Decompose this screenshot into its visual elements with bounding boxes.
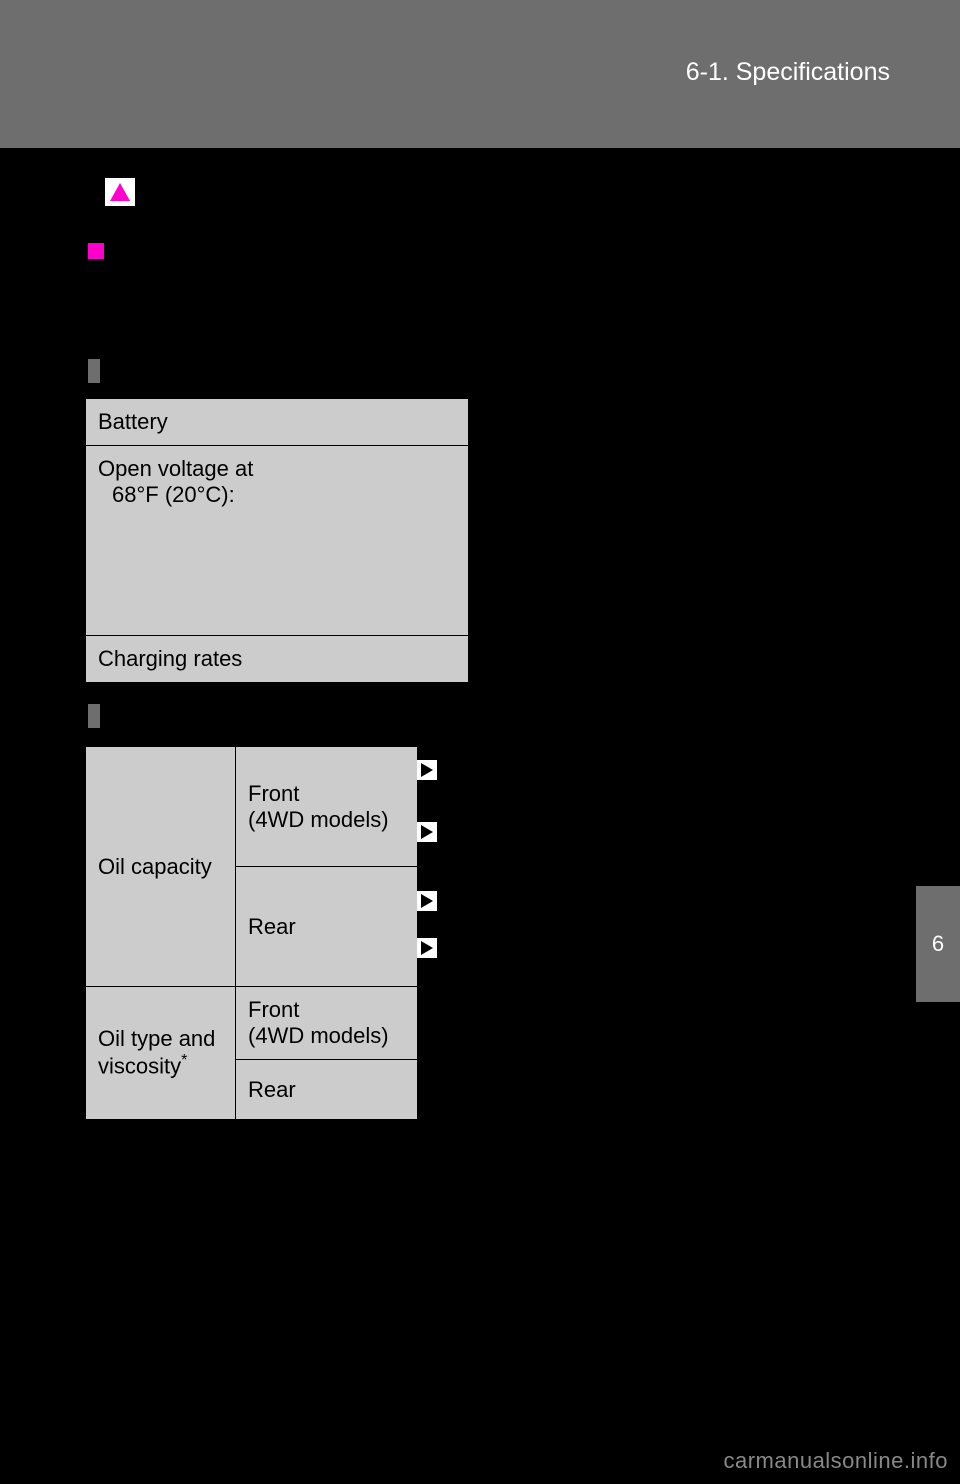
caution-icon-box (105, 178, 135, 206)
open-voltage-cell: Open voltage at 68°F (20°C): (86, 446, 469, 636)
oil-capacity-label: Oil capacity (86, 747, 236, 987)
oil-type-front: Front (4WD models) (236, 987, 418, 1060)
gray-bullet-icon (88, 359, 100, 383)
oil-type-line1: Oil type and (98, 1026, 215, 1051)
oil-capacity-front: Front (4WD models) (236, 747, 418, 867)
oil-type-rear: Rear (236, 1060, 418, 1120)
battery-label: Battery (86, 399, 469, 446)
oil-capacity-front-text: Front (4WD models) (248, 781, 389, 832)
pink-bullet-icon (88, 243, 104, 259)
battery-spec-table: Battery Open voltage at 68°F (20°C): Cha… (85, 398, 469, 683)
oil-capacity-rear: Rear (236, 867, 418, 987)
open-voltage-line2: 68°F (20°C): (98, 482, 235, 507)
charging-rates-label: Charging rates (86, 636, 469, 683)
gray-bullet-icon (88, 704, 100, 728)
oil-type-front-text: Front (4WD models) (248, 997, 389, 1048)
play-arrow-icon (417, 891, 437, 911)
differential-spec-table: Oil capacity Front (4WD models) Rear Oil… (85, 746, 418, 1120)
oil-type-line2: viscosity (98, 1054, 181, 1079)
play-arrow-icon (417, 760, 437, 780)
caution-triangle-icon (110, 183, 130, 201)
play-arrow-icon (417, 822, 437, 842)
chapter-tab: 6 (916, 886, 960, 1002)
watermark-text: carmanualsonline.info (723, 1448, 948, 1474)
section-title: 6-1. Specifications (686, 58, 890, 87)
oil-type-label: Oil type and viscosity* (86, 987, 236, 1120)
page-header: 6-1. Specifications (0, 0, 960, 148)
open-voltage-line1: Open voltage at (98, 456, 253, 481)
asterisk-icon: * (181, 1052, 187, 1069)
play-arrow-icon (417, 938, 437, 958)
